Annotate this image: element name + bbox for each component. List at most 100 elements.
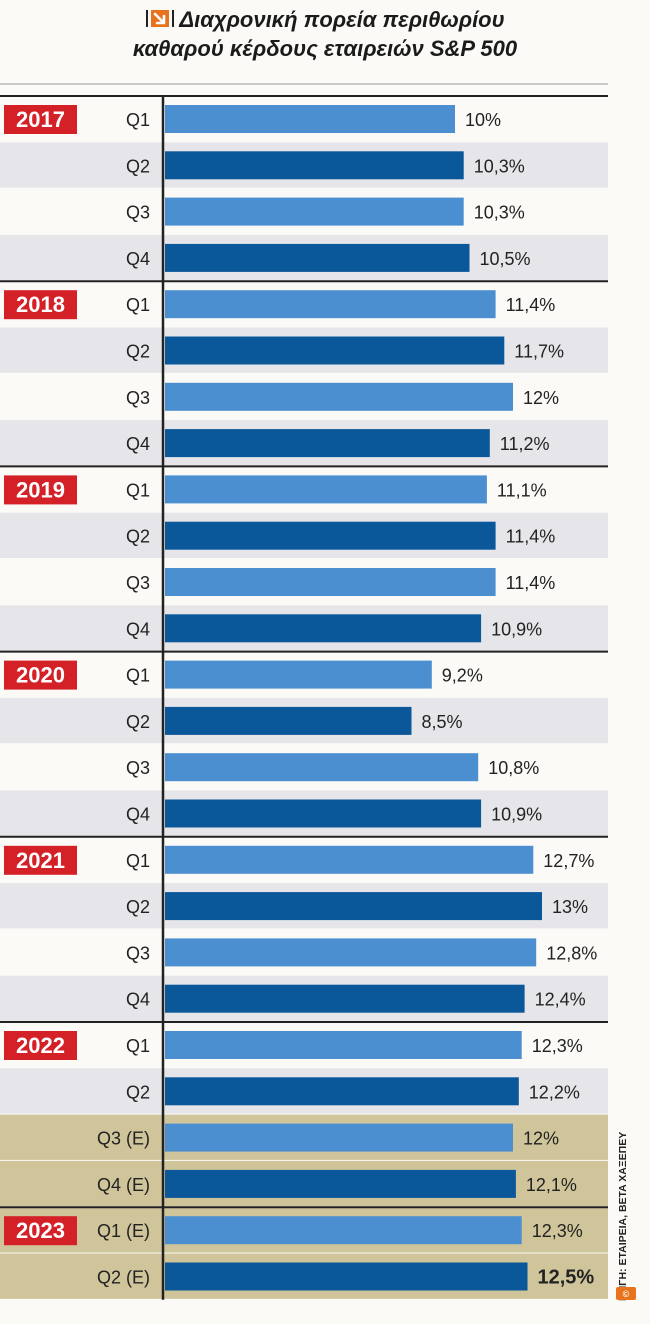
quarter-label: Q2: [126, 527, 150, 547]
value-label: 12,5%: [538, 1267, 595, 1289]
quarter-label: Q2: [126, 1082, 150, 1102]
bar: [165, 243, 470, 272]
value-label: 12,3%: [532, 1221, 583, 1241]
quarter-label: Q1: [126, 295, 150, 315]
value-label: 11,4%: [506, 527, 556, 547]
bar: [165, 197, 464, 226]
arrow-logo-icon: [145, 7, 175, 35]
value-label: 10,9%: [491, 619, 542, 639]
quarter-label: Q2: [126, 712, 150, 732]
year-label: 2022: [16, 1033, 65, 1058]
quarter-label: Q2 (E): [97, 1268, 150, 1288]
year-badge: [4, 475, 77, 505]
bar: [165, 1169, 516, 1198]
bar: [165, 845, 534, 874]
quarter-label: Q1 (E): [97, 1221, 150, 1241]
bar: [165, 336, 505, 365]
year-badge: [4, 660, 77, 690]
quarter-label: Q2: [126, 156, 150, 176]
value-label: 10,5%: [480, 249, 531, 269]
quarter-label: Q4 (E): [97, 1175, 150, 1195]
year-label: 2021: [16, 848, 65, 873]
year-label: 2018: [16, 292, 65, 317]
bar: [165, 568, 496, 596]
quarter-label: Q3: [126, 203, 150, 223]
value-label: 12,4%: [535, 990, 586, 1010]
year-label: 2023: [16, 1218, 65, 1243]
value-label: 10,9%: [491, 805, 542, 825]
bar: [165, 382, 513, 411]
quarter-label: Q4: [126, 249, 150, 269]
value-label: 10,3%: [474, 156, 525, 176]
year-badge: [4, 1216, 77, 1246]
quarter-label: Q4: [126, 990, 150, 1010]
bar: [165, 290, 496, 319]
quarter-label: Q2: [126, 342, 150, 362]
quarter-label: Q3: [126, 758, 150, 778]
value-label: 12%: [523, 388, 559, 408]
quarter-label: Q1: [126, 480, 150, 500]
quarter-label: Q4: [126, 434, 150, 454]
value-label: 10,3%: [474, 203, 525, 223]
quarter-label: Q2: [126, 897, 150, 917]
value-label: 11,7%: [514, 342, 564, 362]
value-label: 13%: [552, 897, 588, 917]
bar: [165, 521, 496, 550]
value-label: 12,3%: [532, 1036, 583, 1056]
value-label: 12,2%: [529, 1082, 580, 1102]
value-label: 10,8%: [488, 758, 539, 778]
bar: [165, 706, 412, 735]
title-text-1: Διαχρονική πορεία περιθωρίου: [179, 7, 505, 32]
bar: [165, 475, 487, 504]
value-label: 11,4%: [506, 295, 556, 315]
value-label: 11,2%: [500, 434, 550, 454]
bar: [165, 799, 482, 828]
bar: [165, 1262, 528, 1291]
bar: [165, 938, 537, 967]
value-label: 8,5%: [422, 712, 463, 732]
value-label: 10%: [465, 110, 501, 130]
bar: [165, 660, 432, 689]
value-label: 12,8%: [546, 943, 597, 963]
year-badge: [4, 845, 77, 875]
quarter-label: Q3: [126, 388, 150, 408]
bar: [165, 892, 542, 921]
quarter-label: Q1: [126, 851, 150, 871]
value-label: 12,7%: [543, 851, 594, 871]
quarter-label: Q1: [126, 666, 150, 686]
source-text: ΠΗΓΗ: ΕΤΑΙΡΕΙΑ, BETA ΧΑΞΕΠΕΥ: [617, 1132, 629, 1301]
quarter-label: Q4: [126, 805, 150, 825]
quarter-label: Q4: [126, 619, 150, 639]
year-badge: [4, 1031, 77, 1060]
quarter-label: Q1: [126, 1036, 150, 1056]
value-label: 12%: [523, 1129, 559, 1149]
quarter-label: Q3: [126, 943, 150, 963]
bar: [165, 151, 464, 180]
bar: [165, 1031, 522, 1059]
year-badge: [4, 290, 77, 320]
year-label: 2017: [16, 107, 65, 132]
bar: [165, 1077, 519, 1106]
bar: [165, 753, 479, 782]
title-line-1: Διαχρονική πορεία περιθωρίου: [0, 6, 650, 35]
bar: [165, 614, 482, 643]
quarter-label: Q1: [126, 110, 150, 130]
bar: [165, 105, 455, 133]
brand-mark-icon: ©: [616, 1287, 636, 1300]
value-label: 9,2%: [442, 666, 483, 686]
quarter-label: Q3 (E): [97, 1129, 150, 1149]
bar: [165, 1216, 522, 1245]
svg-text:©: ©: [623, 1289, 630, 1299]
year-label: 2020: [16, 663, 65, 688]
value-label: 11,1%: [497, 480, 547, 500]
year-badge: [4, 105, 77, 134]
year-label: 2019: [16, 477, 65, 502]
quarter-label: Q3: [126, 573, 150, 593]
title-line-2: καθαρού κέρδους εταιρειών S&P 500: [132, 36, 518, 62]
bar: [165, 429, 490, 458]
chart-title: Διαχρονική πορεία περιθωρίου καθαρού κέρ…: [0, 6, 650, 62]
value-label: 12,1%: [526, 1175, 577, 1195]
source-note: ΠΗΓΗ: ΕΤΑΙΡΕΙΑ, BETA ΧΑΞΕΠΕΥ ©: [604, 1115, 642, 1305]
bar: [165, 984, 525, 1013]
